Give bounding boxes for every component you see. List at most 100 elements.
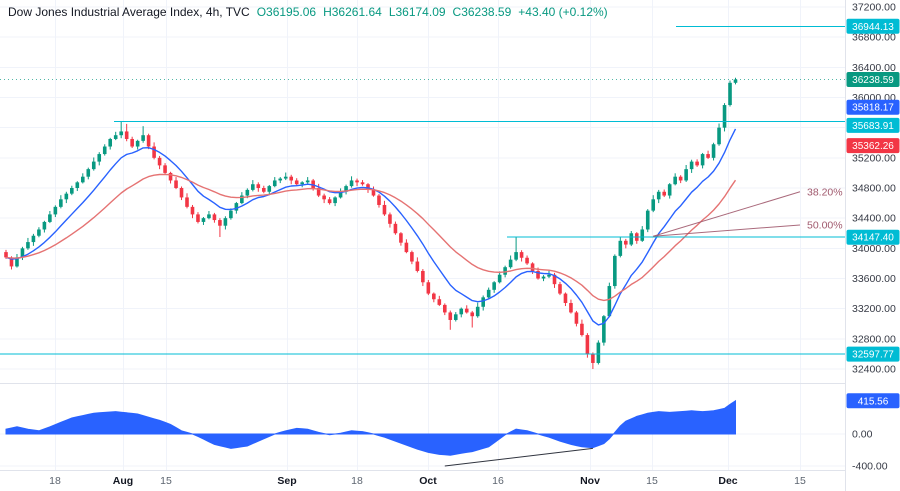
- candle-body: [157, 157, 162, 166]
- candle-body: [234, 203, 239, 211]
- candle-body: [684, 169, 688, 181]
- ma-price-tag: 35818.17: [846, 99, 900, 115]
- time-axis-month-label: Oct: [419, 475, 437, 487]
- candle-body: [596, 342, 601, 363]
- price-tag-label: 32597.77: [852, 350, 894, 361]
- change-label: +43.40 (+0.12%): [518, 5, 608, 19]
- candle-body: [563, 293, 568, 304]
- candle-body: [711, 144, 716, 158]
- candle-body: [261, 188, 266, 192]
- candle-body: [580, 323, 584, 336]
- candle-body: [569, 303, 573, 313]
- candle-body: [240, 195, 244, 204]
- candle-body: [591, 353, 595, 363]
- price-tags: 36944.13 35683.91 34147.40 32597.77 35818.17…: [846, 18, 900, 409]
- candle-body: [108, 138, 113, 147]
- price-tag-label: 34147.40: [852, 233, 894, 244]
- price-tag-bg: [846, 138, 900, 154]
- candle-body: [201, 218, 206, 222]
- candle-body: [541, 276, 546, 279]
- candle-body: [728, 82, 732, 106]
- candle-body: [15, 257, 19, 267]
- candle-body: [355, 180, 359, 183]
- candle-body: [547, 274, 551, 277]
- candle-body: [4, 252, 8, 258]
- candle-body: [426, 282, 431, 294]
- candle-body: [645, 210, 650, 230]
- candle-body: [251, 184, 255, 190]
- candle-body: [673, 176, 677, 185]
- candle-body: [453, 314, 458, 320]
- indicator-trendline[interactable]: [444, 447, 593, 467]
- candle-body: [179, 188, 184, 198]
- price-axis-label: 36400.00: [852, 62, 896, 74]
- indicator-area: [5, 399, 736, 456]
- price-axis-label: 34000.00: [852, 243, 896, 255]
- time-axis-month-label: Nov: [580, 475, 600, 487]
- price-axis-label: 33200.00: [852, 303, 896, 315]
- candle-body: [525, 257, 529, 264]
- candle-body: [717, 127, 721, 145]
- candle-body: [168, 172, 173, 181]
- candle-body: [618, 240, 623, 256]
- candle-body: [53, 206, 58, 215]
- grid: [0, 0, 845, 470]
- candle-body: [415, 261, 420, 271]
- candle-body: [283, 176, 288, 179]
- price-tag-label: 415.56: [858, 396, 889, 407]
- candle-body: [432, 293, 436, 300]
- ma-slow-line[interactable]: [5, 173, 737, 302]
- candle-body: [722, 105, 727, 128]
- price-tag-bg: [846, 346, 900, 362]
- candle-body: [470, 312, 475, 317]
- chart-legend: Dow Jones Industrial Average Index, 4h, …: [8, 5, 615, 19]
- candle-body: [667, 184, 672, 196]
- price-axis-label: 34800.00: [852, 183, 896, 195]
- candle-body: [377, 195, 381, 205]
- time-axis-label: 15: [160, 475, 172, 487]
- time-axis-month-label: Dec: [718, 475, 737, 487]
- fib-line[interactable]: [653, 224, 801, 237]
- candle-body: [190, 206, 195, 215]
- price-tag-bg: [846, 72, 900, 88]
- price-tag-bg: [846, 393, 900, 409]
- price-axis-label: 37200.00: [852, 2, 896, 14]
- candle-body: [399, 233, 403, 243]
- candle-body: [689, 161, 694, 170]
- candle-body: [272, 180, 277, 187]
- candle-body: [130, 138, 134, 147]
- level-price-tag: 32597.77: [846, 346, 900, 362]
- price-tag-bg: [846, 18, 900, 34]
- fib-retracement[interactable]: 38.20% 50.00%: [653, 186, 843, 237]
- candle-body: [706, 154, 710, 158]
- candle-body: [366, 184, 370, 190]
- candle-body: [442, 304, 447, 313]
- time-axis[interactable]: 18 Aug 15 Sep 18 Oct 16 Nov 15 Dec 15: [49, 475, 806, 487]
- candle-body: [585, 335, 590, 354]
- candle-body: [135, 140, 140, 147]
- candle-body: [629, 233, 634, 245]
- candle-body: [42, 221, 47, 230]
- candle-body: [382, 204, 387, 215]
- candle-body: [475, 306, 480, 317]
- candle-body: [514, 252, 518, 260]
- candle-body: [481, 297, 485, 307]
- candle-body: [26, 242, 30, 249]
- price-tag-label: 35683.91: [852, 121, 894, 132]
- ohlc-high: H36261.64: [323, 5, 382, 19]
- candle-body: [294, 180, 299, 185]
- candle-body: [404, 242, 409, 253]
- candle-body: [360, 182, 365, 185]
- ma-fast-line[interactable]: [5, 128, 737, 326]
- candle-body: [519, 252, 524, 258]
- candle-body: [316, 188, 321, 196]
- fib-label: 38.20%: [807, 186, 843, 198]
- time-axis-month-label: Aug: [113, 475, 133, 487]
- candle-body: [662, 191, 666, 196]
- candle-body: [102, 146, 107, 155]
- symbol-title[interactable]: Dow Jones Industrial Average Index, 4h, …: [8, 5, 250, 19]
- candle-body: [278, 178, 283, 181]
- fib-line[interactable]: [653, 191, 801, 237]
